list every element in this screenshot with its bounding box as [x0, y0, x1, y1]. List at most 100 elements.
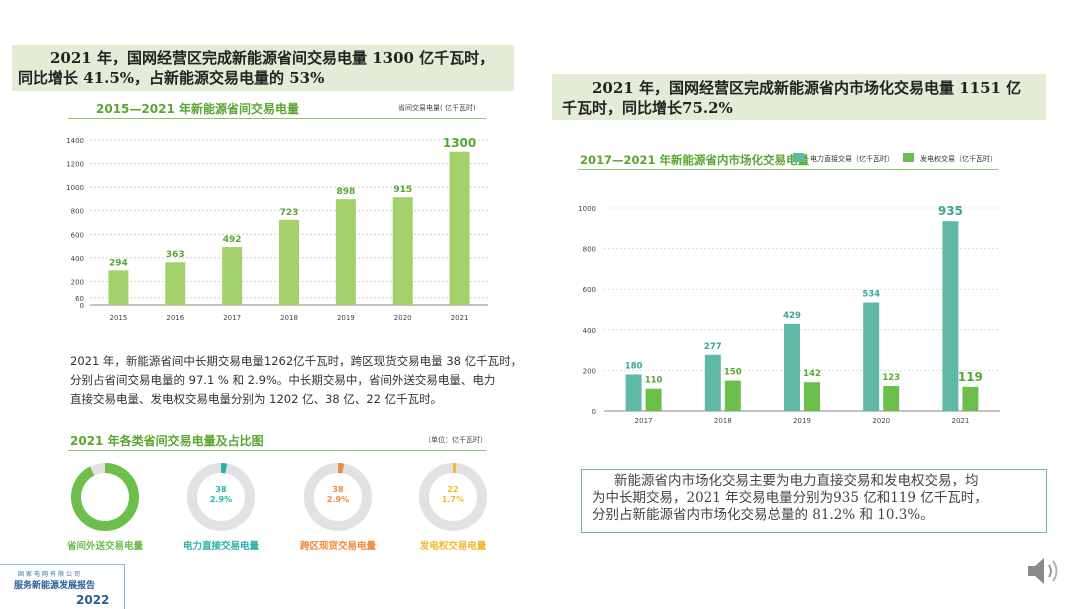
logo-report-name: 服务新能源发展报告: [14, 581, 96, 591]
donut-caption: 发电权交易电量: [419, 541, 487, 552]
right-headline-line2: 千瓦时，同比增长75.2%: [562, 99, 733, 117]
speaker-icon[interactable]: [1024, 553, 1064, 589]
data-label: 1300: [443, 136, 476, 150]
x-tick-label: 2015: [110, 314, 128, 322]
y-tick-label: 0: [592, 408, 596, 416]
donut-caption: 省间外送交易电量: [66, 541, 143, 552]
y-tick-label: 200: [583, 367, 596, 375]
bar: [392, 197, 413, 305]
data-label: 150: [724, 368, 742, 378]
data-label: 123: [882, 373, 900, 383]
bar-direct: [863, 302, 880, 411]
x-tick-label: 2021: [451, 314, 469, 322]
legend-label-direct: 电力直接交易（亿千瓦时）: [810, 155, 894, 163]
bar: [165, 262, 186, 305]
data-label: 180: [625, 361, 643, 371]
legend-swatch-rights: [903, 153, 914, 162]
donut-slice: [187, 463, 255, 531]
x-tick-label: 2016: [166, 314, 184, 322]
bar: [222, 247, 243, 305]
donut-value: 22: [447, 485, 459, 494]
data-label: 142: [803, 369, 821, 379]
donut-chart: [70, 462, 140, 532]
donut-percent: 92.5%: [91, 495, 119, 504]
bar-direct: [704, 354, 721, 411]
donut-value: 38: [332, 485, 344, 494]
y-tick-label: 600: [583, 286, 596, 294]
x-tick-label: 2018: [714, 417, 732, 425]
bar-direct: [625, 374, 642, 411]
data-label: 723: [280, 208, 299, 218]
left-bar-chart: 060 200 400 600 800 1000 1200 1400 294 2015 363 201…: [66, 136, 488, 322]
right-note-line2: 为中长期交易，2021 年交易电量分别为935 亿和119 亿千瓦时，: [592, 490, 988, 506]
donut-value: 1202: [93, 485, 117, 494]
legend-label-rights: 发电权交易（亿千瓦时）: [920, 155, 997, 163]
right-chart-title: 2017—2021 年新能源省内市场化交易电量: [580, 153, 810, 167]
x-tick-label: 2020: [872, 417, 890, 425]
donut-center-label: 38 2.9%: [303, 485, 373, 505]
donut-svg: [187, 463, 255, 531]
right-note-line3: 分别占新能源省内市场化交易总量的 81.2% 和 10.3%。: [592, 507, 934, 523]
y-tick-label: 400: [583, 327, 596, 335]
donut-percent: 2.9%: [326, 495, 350, 504]
y-tick-label: 1200: [66, 161, 84, 169]
right-note-box: 新能源省内市场化交易主要为电力直接交易和发电权交易，均 为中长期交易，2021 …: [581, 469, 1047, 533]
bar-direct: [942, 221, 959, 411]
right-chart-rule: [578, 169, 998, 170]
y-tick-label: 800: [71, 208, 84, 216]
donut-chart: [418, 462, 488, 532]
bar-rights: [804, 382, 820, 411]
y-tick-label: 400: [71, 255, 84, 263]
data-label: 915: [393, 185, 412, 195]
donut-section-title: 2021 年各类省间交易电量及占比图: [70, 434, 264, 448]
donut-percent: 2.9%: [209, 495, 233, 504]
x-tick-label: 2017: [635, 417, 653, 425]
donut-chart: [303, 462, 373, 532]
y-tick-label: 60: [75, 295, 84, 303]
data-label: 110: [645, 376, 663, 386]
left-chart-title: 2015—2021 年新能源省间交易电量: [96, 102, 299, 116]
x-tick-label: 2020: [394, 314, 412, 322]
report-logo: 国家电网有限公司 服务新能源发展报告 2022: [0, 564, 125, 609]
donut-slice: [419, 463, 487, 531]
donut-section-rule: [68, 450, 486, 451]
data-label: 363: [166, 250, 185, 260]
y-tick-label: 800: [583, 246, 596, 254]
left-paragraph: 2021 年，新能源省间中长期交易电量1262亿千瓦时，跨区现货交易电量 38 …: [70, 352, 522, 409]
bar-rights: [883, 386, 900, 411]
data-label: 119: [958, 370, 983, 384]
donut-slice: [304, 463, 372, 531]
y-tick-label: 1400: [66, 137, 84, 145]
bar-rights: [645, 388, 662, 411]
data-label: 429: [783, 311, 801, 321]
data-label: 534: [862, 290, 880, 300]
data-label: 492: [223, 235, 242, 245]
data-label: 294: [109, 258, 128, 268]
donut-svg: [71, 463, 139, 531]
left-headline-line1: 2021 年，国网经营区完成新能源省间交易电量 1300 亿千瓦时，: [50, 49, 495, 67]
bar: [279, 219, 299, 305]
donut-section-unit: （单位：亿千瓦时）: [424, 436, 487, 444]
data-label: 277: [704, 342, 722, 352]
bar: [449, 151, 470, 305]
donut-value: 38: [215, 485, 227, 494]
y-tick-label: 200: [71, 278, 84, 286]
left-headline: 2021 年，国网经营区完成新能源省间交易电量 1300 亿千瓦时， 同比增长 …: [12, 45, 514, 91]
donut-center-label: 38 2.9%: [186, 485, 256, 505]
y-tick-label: 1000: [578, 205, 596, 213]
donut-svg: [304, 463, 372, 531]
left-paragraph-line2: 分别占省间交易电量的 97.1 % 和 2.9%。中长期交易中，省间外送交易电量…: [70, 373, 496, 387]
y-tick-label: 600: [71, 231, 84, 239]
x-tick-label: 2019: [793, 417, 811, 425]
donut-chart: [186, 462, 256, 532]
left-chart-unit: 省间交易电量( 亿千瓦时): [398, 104, 476, 112]
donut-caption: 跨区现货交易电量: [299, 541, 376, 552]
data-label: 898: [336, 187, 355, 197]
bar-rights: [724, 380, 741, 411]
x-tick-label: 2017: [223, 314, 241, 322]
logo-year: 2022: [76, 593, 110, 607]
donut-slice: [71, 463, 139, 531]
data-label: 935: [938, 204, 963, 218]
y-tick-label: 1000: [66, 184, 84, 192]
